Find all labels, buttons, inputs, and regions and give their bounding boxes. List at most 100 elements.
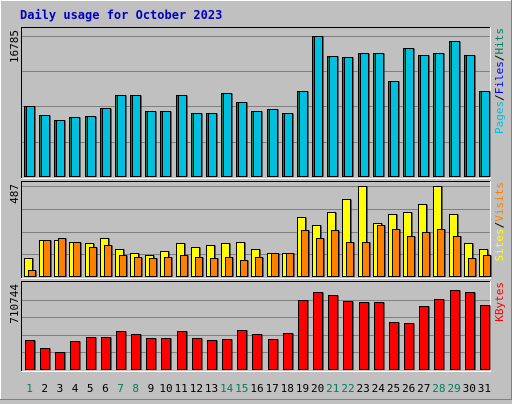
day-label-3: 3 xyxy=(57,382,64,395)
bar-visits-day-1 xyxy=(28,270,36,277)
bar-visits-day-9 xyxy=(149,258,157,277)
bar-pages-day-26 xyxy=(405,48,414,177)
bar-kbytes-day-10 xyxy=(161,338,171,370)
bar-pages-day-18 xyxy=(284,113,293,177)
day-label-4: 4 xyxy=(72,382,79,395)
bar-kbytes-day-6 xyxy=(101,337,111,370)
bar-visits-day-6 xyxy=(104,245,112,277)
legend-kbytes: KBytes xyxy=(493,282,506,322)
bar-pages-day-1 xyxy=(26,106,35,177)
legend-item-sites: Sites xyxy=(493,228,506,261)
bar-kbytes-day-1 xyxy=(25,340,35,370)
bar-kbytes-day-23 xyxy=(359,302,369,370)
bar-pages-day-15 xyxy=(238,102,247,177)
bar-kbytes-day-9 xyxy=(146,338,156,370)
day-label-8: 8 xyxy=(132,382,139,395)
bar-pages-day-21 xyxy=(329,56,338,177)
bar-visits-day-4 xyxy=(73,242,81,277)
bar-visits-day-14 xyxy=(225,257,233,277)
legend-visits: Sites/Visits xyxy=(493,182,506,262)
bar-visits-day-10 xyxy=(164,257,172,277)
bar-visits-day-23 xyxy=(362,242,370,277)
legend-item-kbytes: KBytes xyxy=(493,282,506,322)
bar-visits-day-30 xyxy=(468,258,476,277)
day-label-21: 21 xyxy=(326,382,339,395)
bar-kbytes-day-29 xyxy=(450,290,460,370)
day-label-28: 28 xyxy=(432,382,445,395)
bar-visits-day-3 xyxy=(58,238,66,277)
day-label-18: 18 xyxy=(281,382,294,395)
bar-visits-day-8 xyxy=(134,257,142,277)
bar-pages-day-9 xyxy=(147,111,156,177)
bar-visits-day-15 xyxy=(240,260,248,277)
bar-visits-day-16 xyxy=(255,257,263,277)
bar-kbytes-day-19 xyxy=(298,300,308,370)
bar-pages-day-4 xyxy=(71,117,80,177)
bar-kbytes-day-17 xyxy=(268,339,278,370)
legend-separator: / xyxy=(493,55,506,62)
day-label-9: 9 xyxy=(148,382,155,395)
bar-visits-day-26 xyxy=(407,236,415,277)
day-label-25: 25 xyxy=(387,382,400,395)
bar-visits-day-7 xyxy=(119,255,127,277)
max-label-hits: 16785 xyxy=(8,30,21,63)
legend-separator: / xyxy=(493,222,506,229)
day-label-13: 13 xyxy=(205,382,218,395)
bar-kbytes-day-14 xyxy=(222,339,232,370)
day-label-22: 22 xyxy=(341,382,354,395)
bar-pages-day-6 xyxy=(102,108,111,177)
bar-visits-day-12 xyxy=(195,257,203,277)
day-label-15: 15 xyxy=(235,382,248,395)
panel-kbytes: 710744 KBytes xyxy=(8,281,506,372)
day-label-2: 2 xyxy=(41,382,48,395)
bar-pages-day-16 xyxy=(253,111,262,177)
day-label-30: 30 xyxy=(463,382,476,395)
day-label-29: 29 xyxy=(447,382,460,395)
bar-pages-day-3 xyxy=(56,120,65,177)
bar-pages-day-2 xyxy=(41,115,50,177)
bar-pages-day-22 xyxy=(344,57,353,177)
bar-visits-day-31 xyxy=(483,255,491,277)
bar-kbytes-day-16 xyxy=(252,334,262,370)
bar-kbytes-day-22 xyxy=(343,301,353,370)
bar-pages-day-23 xyxy=(360,53,369,177)
day-label-12: 12 xyxy=(190,382,203,395)
bar-kbytes-day-18 xyxy=(283,333,293,370)
bar-pages-day-19 xyxy=(299,91,308,177)
legend-item-visits: Visits xyxy=(493,182,506,222)
bar-pages-day-17 xyxy=(269,109,278,177)
day-label-23: 23 xyxy=(356,382,369,395)
bar-visits-day-2 xyxy=(43,240,51,277)
bar-kbytes-day-30 xyxy=(465,292,475,370)
day-label-1: 1 xyxy=(26,382,33,395)
panel-hits: 16785 Pages/Files/Hits xyxy=(8,27,506,179)
bar-visits-day-25 xyxy=(392,229,400,277)
bar-visits-day-28 xyxy=(437,229,445,277)
bar-kbytes-day-25 xyxy=(389,322,399,370)
bar-visits-day-20 xyxy=(316,238,324,277)
bar-pages-day-31 xyxy=(481,91,490,177)
panels-layer: 16785Pages/Files/Hits487Sites/Visits7107… xyxy=(8,27,506,372)
bar-visits-day-18 xyxy=(286,253,294,277)
bar-pages-day-20 xyxy=(314,36,323,177)
bar-pages-day-28 xyxy=(435,53,444,177)
bar-kbytes-day-26 xyxy=(404,323,414,370)
bar-kbytes-day-13 xyxy=(207,340,217,370)
legend-item-pages: Pages xyxy=(493,101,506,134)
legend-hits: Pages/Files/Hits xyxy=(493,28,506,134)
bar-kbytes-day-11 xyxy=(177,331,187,370)
day-labels: 1 2 3 4 5 6 7 8 9 10 11 12 13 14 15 16 17 18 19 20 21 22 23 24 2… xyxy=(26,382,491,395)
day-label-6: 6 xyxy=(102,382,109,395)
bar-kbytes-day-15 xyxy=(237,330,247,370)
bar-visits-day-29 xyxy=(453,236,461,277)
bar-visits-day-24 xyxy=(377,225,385,277)
day-label-24: 24 xyxy=(372,382,386,395)
legend-separator: / xyxy=(493,94,506,101)
day-label-20: 20 xyxy=(311,382,324,395)
bar-pages-day-5 xyxy=(87,116,96,177)
day-label-26: 26 xyxy=(402,382,415,395)
bar-kbytes-day-2 xyxy=(40,348,50,370)
bar-kbytes-day-3 xyxy=(55,352,65,370)
bar-kbytes-day-31 xyxy=(480,305,490,370)
